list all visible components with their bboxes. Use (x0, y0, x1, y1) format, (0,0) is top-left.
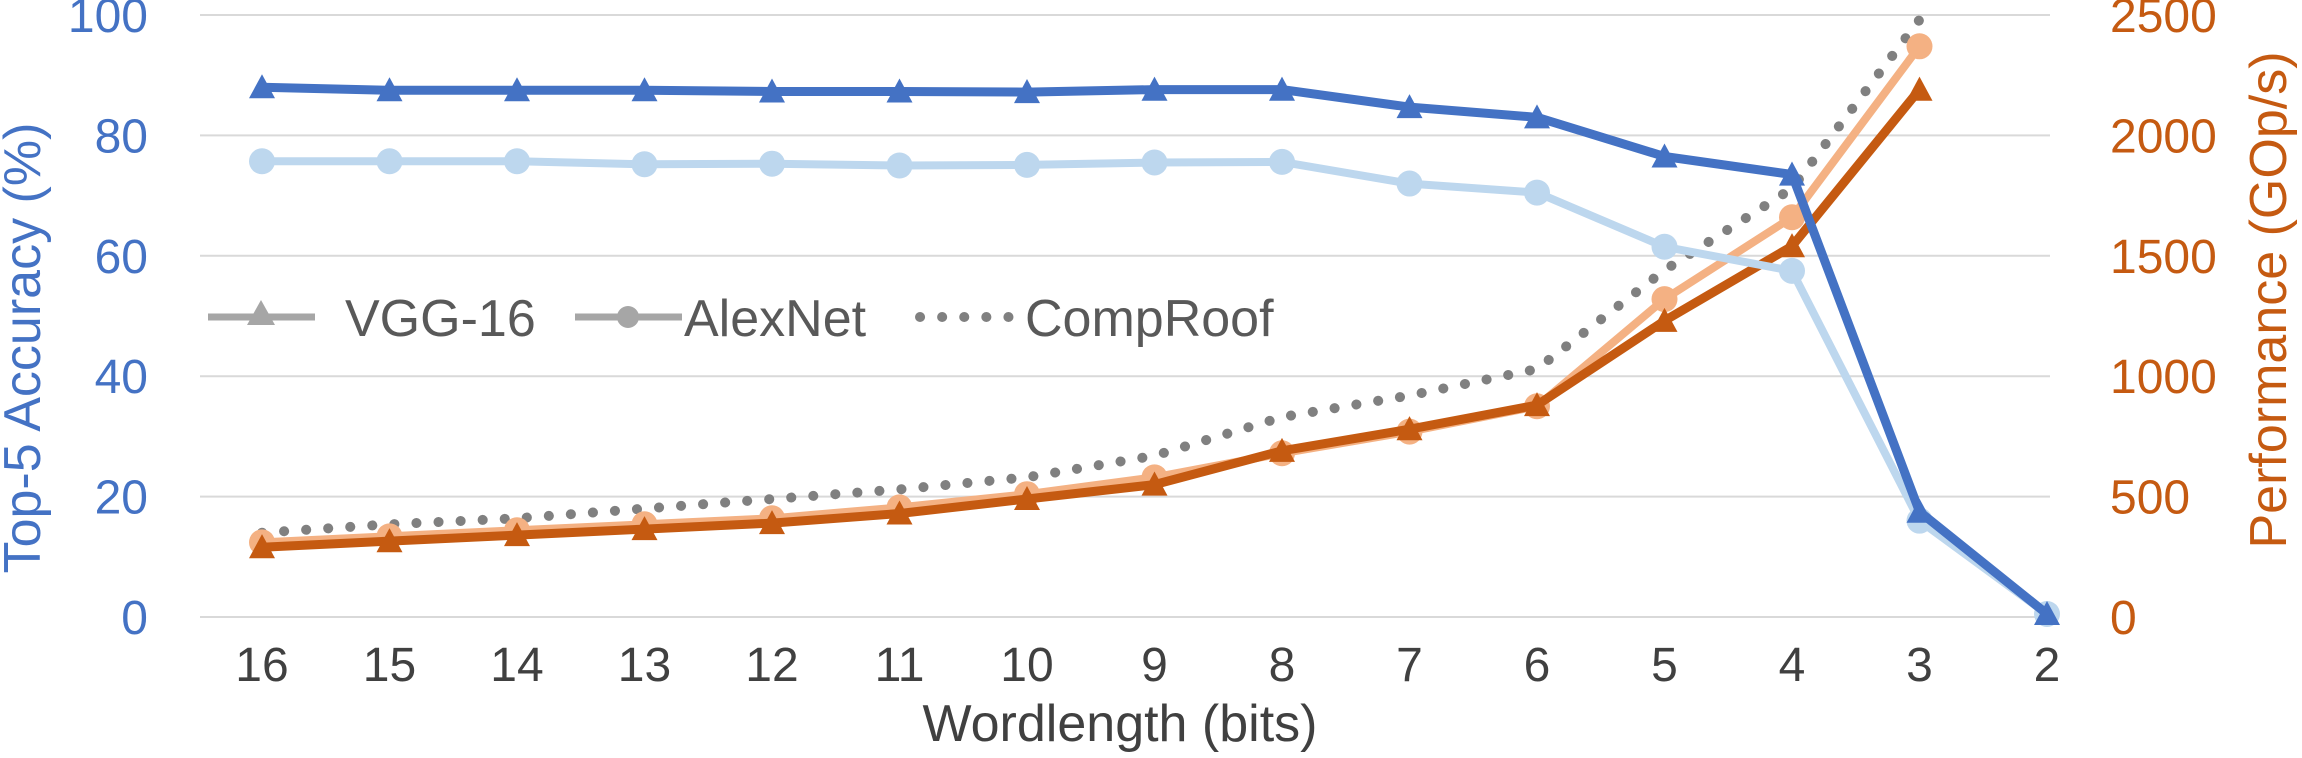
x-tick-label: 9 (1141, 639, 1168, 692)
legend: VGG-16 AlexNet CompRoof (208, 290, 1274, 348)
point-alexnet-accuracy (759, 150, 785, 177)
point-vgg-16-performance (1906, 76, 1933, 101)
point-alexnet-performance (1906, 33, 1933, 60)
point-vgg-16-accuracy (1014, 79, 1040, 104)
point-vgg-16-performance (376, 528, 403, 553)
x-tick-label: 10 (1000, 639, 1053, 692)
x-tick-label: 7 (1396, 639, 1423, 692)
y-tick-label-right: 1500 (2110, 231, 2217, 284)
point-alexnet-accuracy (1396, 170, 1423, 197)
point-vgg-16-performance (886, 500, 913, 525)
point-alexnet-accuracy (631, 151, 658, 178)
y-tick-label-right: 500 (2110, 472, 2190, 525)
y-axis-title-right: Performance (GOp/s) (2240, 51, 2298, 548)
gridlines (200, 14, 2050, 618)
x-axis-title: Wordlength (bits) (923, 695, 1318, 753)
point-vgg-16-accuracy (1906, 498, 1933, 523)
plot-area (249, 14, 2060, 627)
series-vgg-16-performance (249, 76, 1933, 559)
y-tick-label-right: 2000 (2110, 110, 2217, 163)
y-tick-label-right: 0 (2110, 592, 2137, 645)
x-tick-label: 5 (1651, 639, 1678, 692)
point-alexnet-accuracy (376, 148, 403, 175)
point-vgg-16-performance (1396, 416, 1423, 441)
series-line-vgg-16-performance (257, 85, 1924, 552)
x-tick-label: 3 (1906, 639, 1933, 692)
y-tick-label-left: 100 (68, 0, 148, 43)
x-tick-label: 14 (490, 639, 543, 692)
point-vgg-16-accuracy (1269, 76, 1295, 101)
x-tick-label: 15 (363, 639, 416, 692)
y-tick-label-left: 0 (121, 592, 148, 645)
y-tick-label-right: 2500 (2110, 0, 2217, 43)
point-vgg-16-accuracy (631, 77, 658, 102)
legend-label-vgg16: VGG-16 (345, 290, 536, 348)
point-vgg-16-performance (1779, 233, 1805, 258)
point-alexnet-accuracy (1269, 148, 1295, 175)
legend-label-comproof: CompRoof (1025, 290, 1274, 348)
x-tick-label: 16 (235, 639, 288, 692)
point-alexnet-accuracy (504, 148, 530, 175)
series-vgg-16-accuracy (249, 74, 2060, 626)
point-alexnet-performance (1779, 204, 1805, 231)
legend-marker-circle (617, 306, 639, 328)
y-tick-label-left: 60 (95, 231, 148, 284)
x-tick-label: 2 (2034, 639, 2061, 692)
x-tick-label: 4 (1779, 639, 1806, 692)
point-vgg-16-accuracy (1396, 94, 1423, 119)
point-alexnet-accuracy (249, 148, 275, 175)
point-vgg-16-accuracy (886, 78, 913, 103)
point-alexnet-accuracy (1779, 257, 1805, 284)
y-tick-label-left: 80 (95, 110, 148, 163)
point-vgg-16-performance (1014, 486, 1040, 511)
point-vgg-16-accuracy (1779, 161, 1805, 186)
point-vgg-16-accuracy (504, 77, 530, 102)
x-tick-label: 12 (745, 639, 798, 692)
x-tick-label: 13 (618, 639, 671, 692)
y-tick-label-left: 20 (95, 472, 148, 525)
point-alexnet-accuracy (886, 152, 913, 179)
legend-marker-triangle (247, 300, 275, 325)
point-vgg-16-performance (1651, 307, 1678, 332)
point-vgg-16-performance (631, 516, 658, 541)
point-alexnet-accuracy (1014, 151, 1040, 178)
series-line-alexnet-performance (258, 42, 1924, 547)
x-tick-label: 11 (875, 639, 925, 692)
point-vgg-16-performance (504, 522, 530, 547)
point-alexnet-accuracy (1651, 233, 1678, 260)
point-vgg-16-performance (1524, 392, 1550, 417)
point-vgg-16-accuracy (1651, 143, 1678, 168)
point-vgg-16-performance (249, 534, 275, 559)
point-alexnet-accuracy (1141, 149, 1168, 176)
point-vgg-16-accuracy (1141, 76, 1168, 101)
point-alexnet-accuracy (1524, 179, 1550, 206)
point-vgg-16-accuracy (376, 77, 403, 102)
point-vgg-16-accuracy (759, 78, 785, 103)
y-tick-label-right: 1000 (2110, 351, 2217, 404)
legend-label-alexnet: AlexNet (684, 290, 867, 348)
point-vgg-16-accuracy (249, 74, 275, 99)
x-tick-label: 8 (1269, 639, 1296, 692)
y-tick-label-left: 40 (95, 351, 148, 404)
point-vgg-16-accuracy (2034, 600, 2060, 626)
y-axis-title-left: Top-5 Accuracy (%) (0, 123, 52, 574)
x-tick-label: 6 (1524, 639, 1551, 692)
point-vgg-16-performance (1269, 437, 1295, 462)
point-alexnet-performance (1651, 286, 1678, 313)
point-vgg-16-performance (1141, 471, 1168, 496)
point-vgg-16-performance (759, 510, 785, 535)
point-vgg-16-accuracy (1524, 104, 1550, 129)
